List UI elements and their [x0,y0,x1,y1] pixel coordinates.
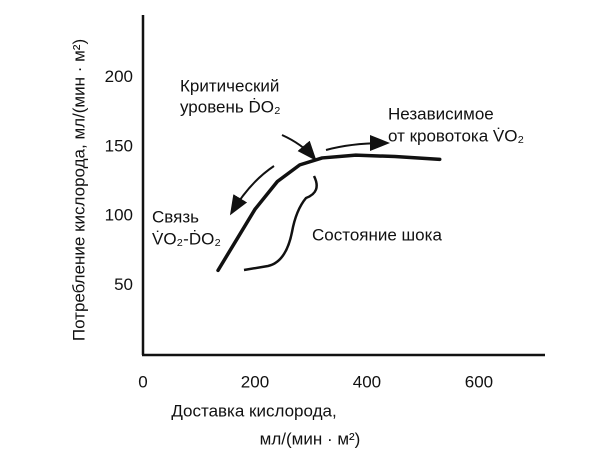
x-axis-label: Доставка кислорода, [171,401,336,420]
y-tick-label: 150 [105,136,133,155]
annotation: уровень ḊO₂ [180,97,281,116]
shock-curve [243,175,318,272]
x-tick-label: 0 [138,372,147,391]
annotation: V̇O₂-ḊO₂ [152,229,221,248]
y-axis-label: Потребление кислорода, мл/(мин · м²) [69,39,88,341]
annotation: Независимое [388,104,494,123]
y-tick-label: 50 [114,275,133,294]
line [216,153,442,273]
annotation: Связь [152,207,199,226]
annotation: Критический [180,76,279,95]
x-axis-label: мл/(мин · м²) [260,429,361,448]
annotation: Состояние шока [312,225,442,244]
arrow [325,135,390,152]
y-tick-label: 100 [105,206,133,225]
x-tick-label: 200 [241,372,269,391]
x-tick-label: 600 [465,372,493,391]
arrow [229,165,275,216]
x-tick-label: 400 [353,372,381,391]
arrow [281,134,317,162]
y-tick-label: 200 [105,67,133,86]
annotation: от кровотока V̇O₂ [388,126,524,145]
